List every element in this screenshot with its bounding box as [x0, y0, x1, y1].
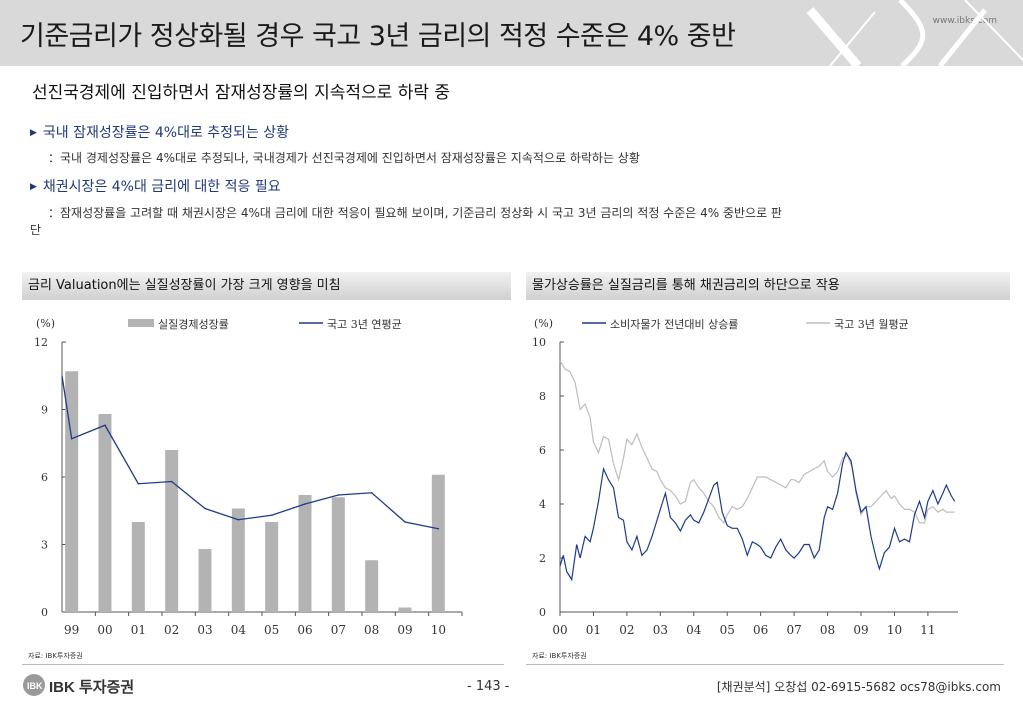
right-y-tick-label: 8: [539, 390, 546, 403]
header-decoration: [806, 0, 1023, 66]
page-title: 기준금리가 정상화될 경우 국고 3년 금리의 적정 수준은 4% 중반: [20, 21, 736, 52]
right-x-tick-label: 05: [720, 623, 735, 637]
left-bar-05: [265, 522, 279, 612]
legend-bar-label: 실질경제성장률: [158, 318, 229, 331]
right-chart-source: 자료: IBK투자증권: [532, 652, 587, 660]
right-x-tick-label: 01: [586, 623, 601, 637]
right-y-tick-label: 10: [532, 336, 546, 349]
left-y-tick-label: 3: [41, 539, 48, 552]
left-bond-point-09: [404, 521, 406, 523]
right-bond-line: [559, 360, 955, 524]
right-y-tick-label: 6: [539, 444, 546, 457]
left-bar-07: [331, 497, 345, 612]
bullet-detail-2-cont: 단: [30, 223, 42, 237]
left-bond-point-04: [237, 518, 240, 521]
right-x-tick-label: 09: [853, 623, 868, 637]
logo-text: IBK 투자증권: [49, 678, 134, 696]
left-bond-point-06: [304, 503, 306, 505]
left-bond-point-02: [170, 480, 173, 483]
left-x-tick-label: 06: [297, 623, 312, 637]
bullet-detail-1: ：국내 경제성장률은 4%대로 추정되나, 국내경제가 선진국경제에 진입하면서…: [48, 151, 640, 165]
bullet-heading-text: 채권시장은 4%대 금리에 대한 적응 필요: [42, 179, 281, 195]
left-y-tick-label: 6: [41, 471, 48, 484]
right-cpi-line: [559, 451, 956, 582]
right-x-tick-label: 06: [753, 623, 768, 637]
left-bond-point-03: [204, 507, 206, 510]
header-band: 기준금리가 정상화될 경우 국고 3년 금리의 적정 수준은 4% 중반 www…: [0, 0, 1023, 66]
bullet-heading-2: ▶ 채권시장은 4%대 금리에 대한 적응 필요: [30, 176, 281, 196]
right-x-tick-label: 08: [820, 623, 835, 637]
legend-bond-label: 국고 3년 월평균: [834, 318, 909, 331]
left-legend: 실질경제성장률 국고 3년 연평균: [128, 318, 402, 331]
legend-line-label: 국고 3년 연평균: [327, 318, 402, 331]
left-bar-04: [231, 508, 245, 612]
left-bond-point-08: [370, 491, 373, 494]
right-unit-label: (%): [534, 317, 553, 330]
right-x-tick-label: 11: [920, 623, 935, 637]
site-url: www.ibks.com: [932, 16, 997, 26]
triangle-bullet-icon: ▶: [30, 182, 37, 192]
left-bar-02: [165, 450, 179, 612]
left-x-tick-label: 05: [264, 623, 279, 637]
left-bar-03: [198, 549, 212, 612]
left-x-tick-label: 10: [431, 623, 446, 637]
left-y-tick-label: 12: [34, 336, 48, 349]
right-y-tick-label: 2: [539, 552, 546, 565]
left-bond-point-07: [337, 494, 340, 496]
left-x-tick-label: 03: [197, 623, 212, 637]
left-x-tick-label: 07: [331, 623, 346, 637]
left-bond-point-00: [104, 424, 106, 427]
right-x-tick-label: 10: [887, 623, 902, 637]
right-x-tick-label: 04: [686, 623, 702, 637]
bullet-heading-1: ▶ 국내 잠재성장률은 4%대로 추정되는 상황: [30, 122, 289, 142]
left-x-tick-label: 02: [164, 623, 179, 637]
left-bar-08: [365, 560, 379, 612]
lead-statement: 선진국경제에 진입하면서 잠재성장률의 지속적으로 하락 중: [32, 83, 451, 103]
left-y-tick-label: 0: [41, 606, 48, 619]
bullet-detail-2: ：잠재성장률을 고려할 때 채권시장은 4%대 금리에 대한 적응이 필요해 보…: [48, 206, 782, 220]
right-x-tick-label: 02: [619, 623, 634, 637]
left-bar-01: [131, 522, 145, 612]
page-number: - 143 -: [467, 679, 510, 694]
left-y-tick-label: 9: [41, 404, 48, 417]
footer-divider-left: [22, 664, 504, 665]
chart-right-header: 물가상승률은 실질금리를 통해 채권금리의 하단으로 작용: [526, 272, 1010, 300]
left-unit-label: (%): [36, 317, 55, 330]
legend-bar-swatch: [128, 319, 154, 327]
left-x-tick-label: 08: [364, 623, 379, 637]
right-x-tick-label: 00: [552, 623, 567, 637]
left-bond-point-05: [270, 514, 273, 517]
left-x-tick-label: 09: [397, 623, 412, 637]
ibk-logo: IBK IBK 투자증권: [23, 674, 134, 696]
chart-left-header: 금리 Valuation에는 실질성장률이 가장 크게 영향을 미침: [22, 272, 511, 300]
left-bond-point-99: [70, 437, 73, 440]
left-x-tick-label: 04: [231, 623, 247, 637]
left-bar-10: [431, 474, 445, 612]
legend-cpi-label: 소비자물가 전년대비 상승률: [610, 318, 738, 331]
right-y-tick-label: 0: [539, 606, 546, 619]
right-y-tick-label: 4: [539, 498, 546, 511]
left-bar-00: [98, 414, 112, 612]
left-bar-09: [398, 607, 412, 612]
left-bond-point-01: [137, 482, 140, 485]
left-bond-line: [61, 375, 439, 530]
left-bond-point-10: [437, 527, 440, 530]
left-x-tick-label: 01: [131, 623, 146, 637]
left-x-tick-label: 99: [64, 623, 79, 637]
svg-text:IBK: IBK: [27, 681, 43, 691]
left-x-tick-label: 00: [97, 623, 112, 637]
right-legend: 소비자물가 전년대비 상승률 국고 3년 월평균: [582, 318, 909, 331]
analyst-contact: [채권분석] 오창섭 02-6915-5682 ocs78@ibks.com: [716, 680, 1001, 694]
right-x-tick-label: 07: [786, 623, 801, 637]
left-chart-source: 자료: IBK투자증권: [28, 652, 83, 660]
bullet-heading-text: 국내 잠재성장률은 4%대로 추정되는 상황: [42, 125, 290, 141]
right-x-tick-label: 03: [653, 623, 668, 637]
left-bar-06: [298, 495, 312, 612]
footer-divider-right: [526, 664, 1004, 665]
left-bar-99: [65, 371, 79, 612]
triangle-bullet-icon: ▶: [30, 128, 37, 138]
